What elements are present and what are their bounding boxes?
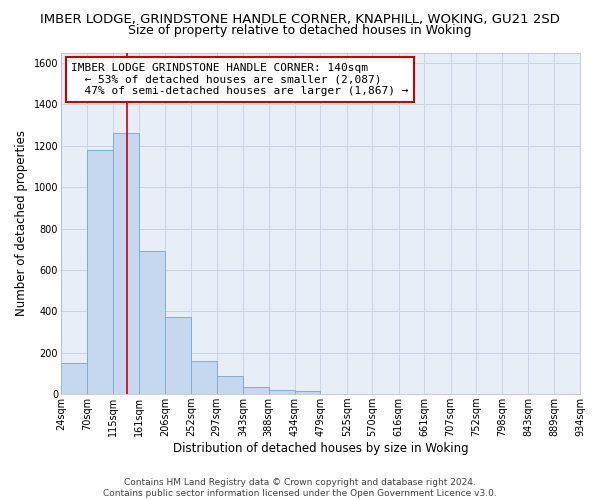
X-axis label: Distribution of detached houses by size in Woking: Distribution of detached houses by size … — [173, 442, 468, 455]
Bar — [243, 387, 269, 394]
Text: Size of property relative to detached houses in Woking: Size of property relative to detached ho… — [128, 24, 472, 37]
Bar — [269, 390, 295, 394]
Bar — [191, 361, 217, 394]
Text: Contains HM Land Registry data © Crown copyright and database right 2024.
Contai: Contains HM Land Registry data © Crown c… — [103, 478, 497, 498]
Bar — [139, 252, 165, 394]
Text: IMBER LODGE, GRINDSTONE HANDLE CORNER, KNAPHILL, WOKING, GU21 2SD: IMBER LODGE, GRINDSTONE HANDLE CORNER, K… — [40, 12, 560, 26]
Bar — [295, 391, 320, 394]
Bar — [87, 150, 113, 394]
Bar — [217, 376, 243, 394]
Bar — [113, 134, 139, 394]
Bar — [165, 316, 191, 394]
Y-axis label: Number of detached properties: Number of detached properties — [15, 130, 28, 316]
Text: IMBER LODGE GRINDSTONE HANDLE CORNER: 140sqm
  ← 53% of detached houses are smal: IMBER LODGE GRINDSTONE HANDLE CORNER: 14… — [71, 62, 409, 96]
Bar — [61, 363, 87, 394]
